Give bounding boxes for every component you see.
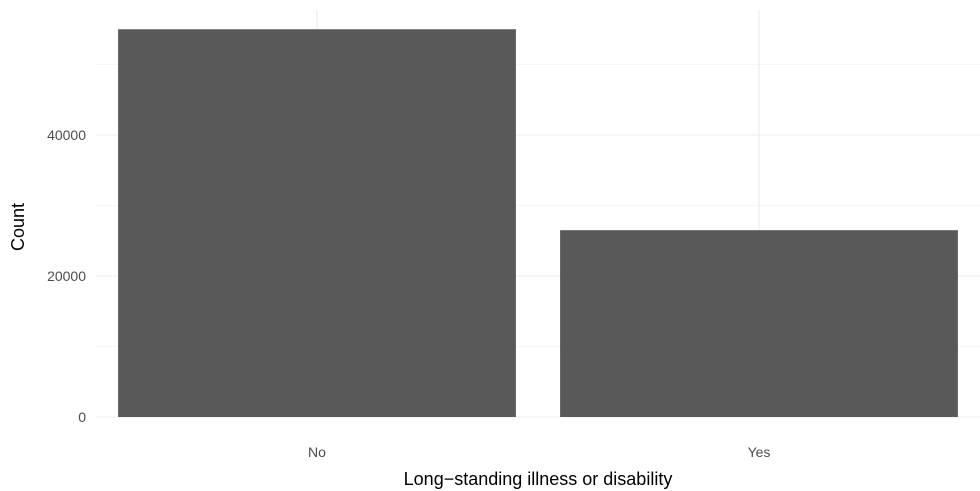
x-tick-label: Yes	[748, 444, 771, 460]
bars	[118, 29, 958, 417]
bar-yes	[560, 230, 958, 417]
y-axis-title: Count	[8, 203, 28, 251]
x-tick-labels: No Yes	[308, 444, 770, 460]
y-tick-label: 0	[78, 409, 86, 425]
x-axis-title: Long−standing illness or disability	[404, 469, 673, 489]
bar-no	[118, 29, 516, 417]
y-tick-label: 20000	[47, 268, 86, 284]
y-tick-label: 40000	[47, 127, 86, 143]
y-tick-labels: 0 20000 40000	[47, 127, 86, 425]
x-tick-label: No	[308, 444, 326, 460]
